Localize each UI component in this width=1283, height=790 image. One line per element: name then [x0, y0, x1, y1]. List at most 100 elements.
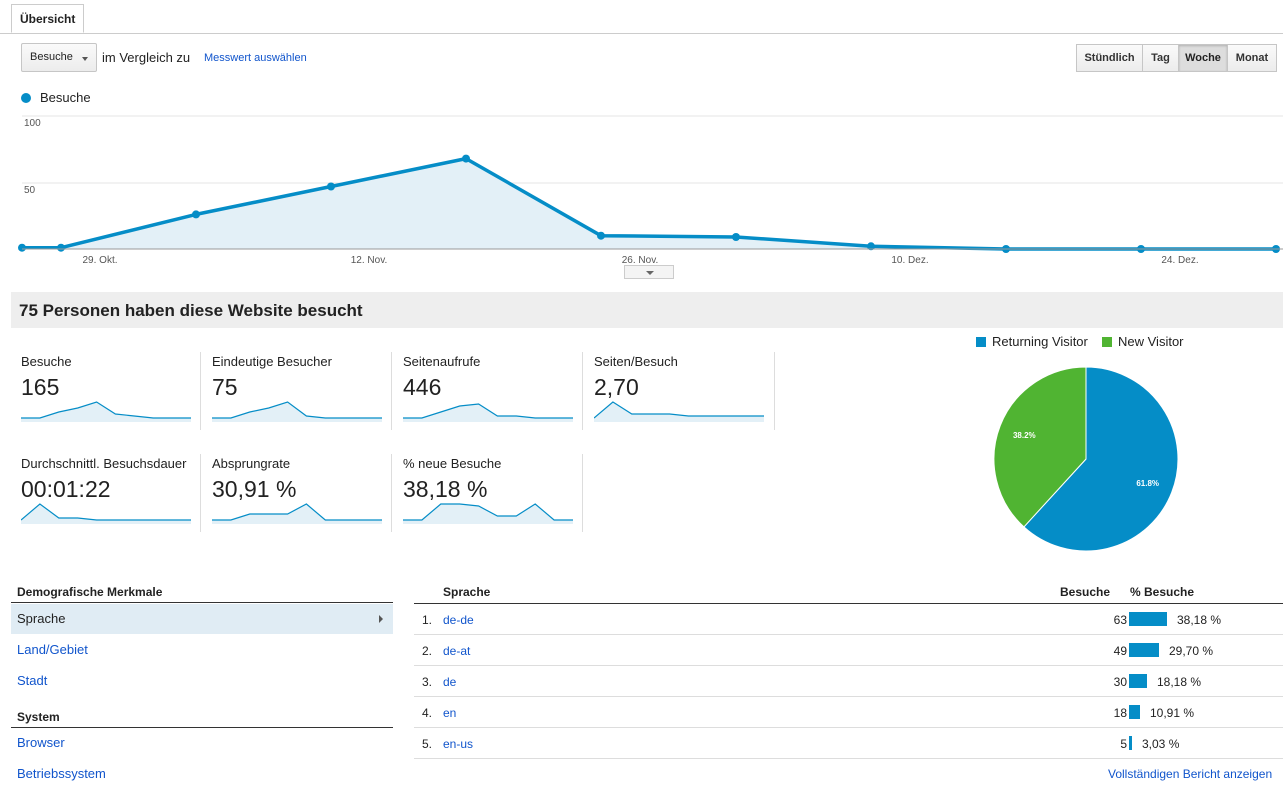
- sparkline: [21, 503, 191, 524]
- sparkline-area: [21, 504, 191, 524]
- pct-value: 3,03 %: [1142, 737, 1180, 751]
- demographics-heading: Demografische Merkmale: [17, 585, 163, 599]
- sparkline-area: [212, 504, 382, 524]
- sparkline: [594, 401, 764, 422]
- pct-value: 10,91 %: [1150, 706, 1195, 720]
- data-point[interactable]: [462, 154, 470, 163]
- table-row: 1. de-de 63 38,18 %: [414, 604, 1283, 635]
- period-button-hourly[interactable]: Stündlich: [1076, 44, 1143, 72]
- system-item-os[interactable]: Betriebssystem: [17, 766, 106, 781]
- visitor-type-pie-chart[interactable]: 61.8% 38.2%: [990, 362, 1180, 557]
- y-tick-100: 100: [24, 118, 41, 129]
- data-point[interactable]: [732, 233, 740, 241]
- data-point[interactable]: [192, 210, 200, 219]
- chart-legend-label: Besuche: [40, 90, 91, 105]
- language-link[interactable]: de: [443, 675, 457, 689]
- data-point[interactable]: [57, 243, 65, 252]
- language-link[interactable]: en: [443, 706, 457, 720]
- data-point[interactable]: [867, 242, 875, 251]
- language-link[interactable]: de-de: [443, 613, 474, 627]
- sparkline-area: [212, 402, 382, 422]
- divider: [200, 352, 201, 430]
- divider: [414, 603, 1283, 604]
- visits-value: 18: [1113, 706, 1127, 720]
- table-row: 3. de 30 18,18 %: [414, 666, 1283, 697]
- kpi-value: 75: [212, 374, 238, 400]
- demographics-item-language[interactable]: Sprache: [11, 604, 393, 634]
- x-tick-label: 26. Nov.: [622, 255, 659, 266]
- pie-legend-label: Returning Visitor: [992, 334, 1088, 349]
- summary-header: 75 Personen haben diese Website besucht: [11, 292, 1283, 328]
- metric-dropdown[interactable]: Besuche: [21, 43, 97, 72]
- sparkline: [21, 401, 191, 422]
- data-point[interactable]: [327, 182, 335, 191]
- table-header-visits: Besuche: [1060, 585, 1111, 599]
- kpi-value: 38,18 %: [403, 476, 488, 502]
- data-point[interactable]: [597, 231, 605, 240]
- sparkline: [212, 401, 382, 422]
- visits-line-chart[interactable]: 100 50 29. Okt. 12. Nov. 26. Nov. 10. De…: [0, 110, 1283, 266]
- sparkline: [403, 403, 573, 422]
- divider: [414, 665, 1283, 666]
- full-report-link[interactable]: Vollständigen Bericht anzeigen: [1108, 767, 1273, 781]
- row-number: 4.: [422, 706, 433, 720]
- collapse-chart-toggle[interactable]: [624, 265, 674, 279]
- select-metric-link[interactable]: Messwert auswählen: [204, 52, 307, 64]
- legend-dot-icon: [21, 93, 31, 103]
- system-heading: System: [17, 710, 60, 724]
- kpi-label: Seitenaufrufe: [403, 354, 481, 369]
- pie-slice-returning-visitor[interactable]: [1023, 366, 1179, 552]
- chevron-down-icon: [82, 57, 88, 61]
- sparkline-area: [21, 402, 191, 422]
- sparkline-line: [403, 403, 573, 419]
- demographics-item-country[interactable]: Land/Gebiet: [17, 642, 88, 657]
- kpi-pageviews[interactable]: Seitenaufrufe 446: [393, 354, 573, 434]
- table-row: 5. en-us 5 3,03 %: [414, 728, 1283, 759]
- language-link[interactable]: de-at: [443, 644, 471, 658]
- row-number: 2.: [422, 644, 433, 658]
- demographics-item-city[interactable]: Stadt: [17, 673, 48, 688]
- period-button-week[interactable]: Woche: [1178, 44, 1228, 72]
- demographics-item-label: Sprache: [17, 611, 66, 626]
- kpi-avg-visit-duration[interactable]: Durchschnittl. Besuchsdauer 00:01:22: [11, 456, 191, 536]
- kpi-label: Durchschnittl. Besuchsdauer: [21, 456, 187, 471]
- visits-value: 63: [1113, 613, 1127, 627]
- period-button-day[interactable]: Tag: [1142, 44, 1179, 72]
- new-visitor-swatch-icon: [1102, 337, 1112, 347]
- x-tick-label: 29. Okt.: [82, 255, 117, 266]
- pct-bar: [1129, 612, 1167, 626]
- pct-value: 29,70 %: [1169, 644, 1214, 658]
- kpi-pages-per-visit[interactable]: Seiten/Besuch 2,70: [584, 354, 764, 434]
- sparkline-area: [594, 402, 764, 422]
- divider: [774, 352, 775, 430]
- visits-value: 5: [1120, 737, 1127, 751]
- sparkline-area: [403, 404, 573, 422]
- kpi-value: 446: [403, 374, 442, 400]
- pct-value: 38,18 %: [1177, 613, 1222, 627]
- x-tick-label: 10. Dez.: [891, 255, 928, 266]
- system-item-browser[interactable]: Browser: [17, 735, 65, 750]
- pie-slice-new-visitor[interactable]: [993, 366, 1087, 528]
- kpi-value: 00:01:22: [21, 476, 111, 502]
- kpi-label: Eindeutige Besucher: [212, 354, 332, 369]
- kpi-label: Absprungrate: [212, 456, 291, 471]
- kpi-visits[interactable]: Besuche 165: [11, 354, 191, 434]
- kpi-new-visits-pct[interactable]: % neue Besuche 38,18 %: [393, 456, 573, 536]
- chevron-right-icon: [379, 615, 383, 623]
- pie-legend-returning: Returning Visitor: [976, 334, 1088, 349]
- kpi-unique-visitors[interactable]: Eindeutige Besucher 75: [202, 354, 382, 434]
- divider: [391, 454, 392, 532]
- period-button-month[interactable]: Monat: [1227, 44, 1277, 72]
- x-tick-label: 24. Dez.: [1161, 255, 1198, 266]
- sparkline-area: [403, 504, 573, 524]
- kpi-bounce-rate[interactable]: Absprungrate 30,91 %: [202, 456, 382, 536]
- sparkline: [212, 503, 382, 524]
- caret-down-icon: [646, 271, 654, 275]
- data-point[interactable]: [18, 243, 26, 252]
- pct-bar: [1129, 705, 1140, 719]
- compare-label: im Vergleich zu: [102, 50, 191, 65]
- sparkline-line: [21, 401, 191, 419]
- language-link[interactable]: en-us: [443, 737, 474, 751]
- tab-overview[interactable]: Übersicht: [11, 4, 85, 33]
- pie-slice-label: 38.2%: [1013, 431, 1036, 440]
